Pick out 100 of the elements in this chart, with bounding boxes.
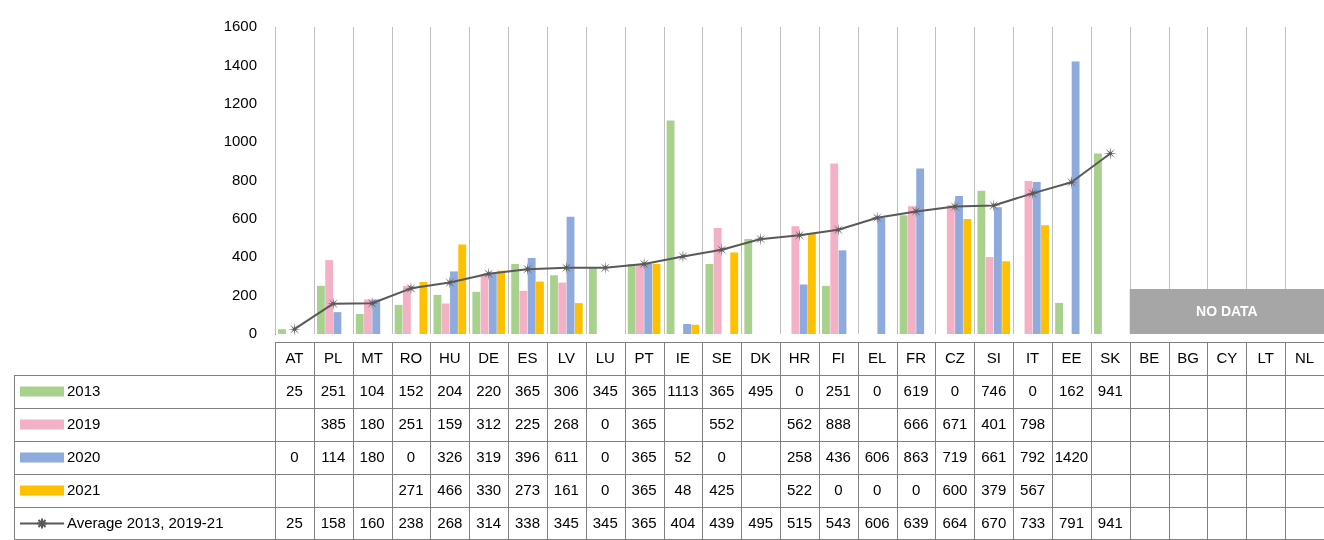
- data-label: 0: [873, 480, 882, 498]
- bar: [1041, 225, 1049, 334]
- bar: [558, 282, 567, 334]
- bar: [1032, 182, 1041, 334]
- data-label: 606: [864, 513, 890, 531]
- bar: [536, 281, 544, 334]
- x-tick-label: LV: [557, 348, 576, 366]
- band-label: NO DATA: [1196, 303, 1258, 320]
- data-label: 345: [592, 513, 618, 531]
- bar: [807, 233, 816, 334]
- data-label: 1113: [667, 381, 699, 399]
- bar: [899, 215, 908, 334]
- data-label: 719: [942, 447, 968, 465]
- data-label: 0: [1028, 381, 1037, 399]
- y-tick-label: 1400: [223, 55, 257, 73]
- data-label: 495: [748, 381, 774, 399]
- x-tick-label: CZ: [944, 348, 965, 366]
- point: [831, 223, 845, 237]
- y-tick-label: 400: [231, 247, 257, 265]
- x-tick-label: HR: [788, 348, 811, 366]
- data-label: 0: [601, 414, 610, 432]
- bar: [497, 270, 505, 334]
- x-tick-label: AT: [285, 348, 304, 366]
- data-label: 365: [631, 513, 657, 531]
- x-tick-label: FR: [906, 348, 927, 366]
- data-label: 345: [592, 381, 618, 399]
- x-tick-label: IE: [675, 348, 691, 366]
- bar: [955, 196, 963, 334]
- data-label: 251: [320, 381, 346, 399]
- data-label: 25: [286, 513, 303, 531]
- data-label: 306: [553, 381, 579, 399]
- point: [1026, 186, 1040, 200]
- bar: [705, 263, 714, 334]
- data-label: 619: [903, 381, 929, 399]
- point: [987, 198, 1001, 212]
- bar: [877, 217, 886, 334]
- data-label: 396: [515, 447, 541, 465]
- data-label: 162: [1058, 381, 1084, 399]
- bar: [791, 226, 800, 334]
- bar: [472, 291, 481, 334]
- data-label: 941: [1097, 513, 1123, 531]
- data-label: 319: [476, 447, 502, 465]
- point: [793, 228, 806, 242]
- data-label: 792: [1020, 447, 1046, 465]
- y-tick-label: 1200: [223, 93, 257, 111]
- data-label: 666: [903, 414, 929, 432]
- x-tick-label: SI: [986, 348, 1001, 366]
- data-label: 314: [476, 513, 502, 531]
- data-label: 114: [321, 447, 346, 465]
- data-label: 941: [1097, 381, 1123, 399]
- data-label: 404: [670, 513, 696, 531]
- bar: [963, 218, 972, 334]
- data-label: 543: [825, 513, 851, 531]
- y-tick-label: 600: [231, 209, 257, 227]
- data-label: 639: [903, 513, 929, 531]
- data-label: 0: [601, 480, 610, 498]
- bar: [993, 207, 1002, 334]
- bar: [908, 206, 916, 334]
- bar: [402, 285, 411, 334]
- point: [715, 243, 729, 257]
- data-label: 733: [1020, 513, 1046, 531]
- data-label: 365: [631, 447, 657, 465]
- x-tick-label: PT: [634, 348, 654, 366]
- data-label: 152: [398, 381, 424, 399]
- data-label: 330: [476, 480, 502, 498]
- bar: [838, 250, 847, 334]
- bar: [550, 275, 558, 334]
- data-label: 225: [515, 414, 541, 432]
- legend-label: 2013: [67, 381, 101, 399]
- bar: [985, 257, 994, 334]
- data-label: 600: [942, 480, 968, 498]
- data-label: 180: [359, 414, 385, 432]
- data-label: 1420: [1054, 447, 1089, 465]
- data-label: 0: [873, 381, 882, 399]
- x-tick-label: DK: [750, 348, 772, 366]
- point: [1103, 146, 1117, 160]
- x-tick-label: BE: [1139, 348, 1160, 366]
- bar: [394, 304, 403, 334]
- bar: [644, 263, 653, 334]
- data-label: 365: [631, 381, 657, 399]
- x-tick-label: LT: [1257, 348, 1274, 366]
- bar: [744, 239, 753, 334]
- data-label: 0: [795, 381, 804, 399]
- x-tick-label: LU: [595, 348, 615, 366]
- bar: [441, 303, 450, 334]
- y-tick-label: 200: [231, 285, 257, 303]
- data-label: 552: [709, 414, 735, 432]
- data-label: 664: [942, 513, 968, 531]
- x-tick-label: IT: [1025, 348, 1040, 366]
- data-label: 798: [1020, 414, 1046, 432]
- data-label: 888: [825, 414, 851, 432]
- data-label: 606: [864, 447, 890, 465]
- data-label: 338: [515, 513, 541, 531]
- data-label: 671: [942, 414, 968, 432]
- bar: [511, 263, 520, 334]
- bar: [830, 163, 839, 334]
- bar: [1055, 302, 1063, 334]
- data-label: 365: [631, 480, 657, 498]
- data-label: 0: [601, 447, 610, 465]
- data-label: 385: [320, 414, 346, 432]
